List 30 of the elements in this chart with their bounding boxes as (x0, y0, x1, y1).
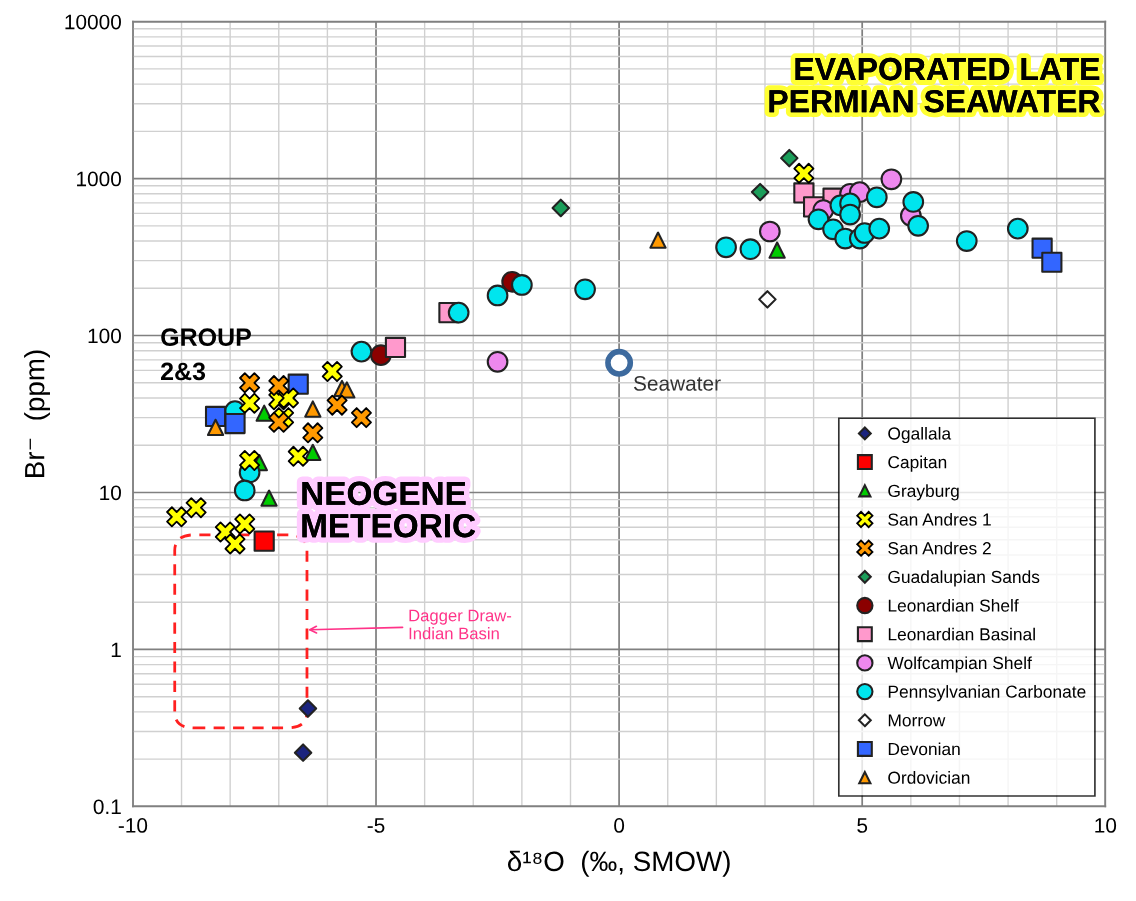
legend-label: Pennsylvanian Carbonate (888, 685, 1086, 702)
x-tick-label: -5 (367, 818, 385, 833)
legend-label: Leonardian Shelf (888, 599, 1019, 612)
x-axis-title: δ¹⁸O (‰, SMOW) (507, 850, 730, 877)
x-tick-label: -10 (118, 818, 148, 833)
annotation: EVAPORATED LATE PERMIAN SEAWATER (769, 57, 1100, 113)
y-tick-label: 1 (111, 642, 121, 657)
x-tick-label: 5 (857, 818, 868, 833)
annotation: Seawater (633, 376, 721, 391)
legend-label: Devonian (888, 742, 960, 756)
x-tick-label: 0 (614, 818, 625, 833)
annotation: GROUP 2&3 (161, 328, 251, 381)
legend-label: Ogallala (888, 426, 952, 444)
legend-label: San Andres 2 (888, 541, 991, 555)
y-tick-label: 0.1 (93, 799, 121, 815)
legend-label: Leonardian Basinal (888, 627, 1035, 641)
y-axis-title: Br⁻ (ppm) (24, 350, 50, 477)
legend-label: Ordovician (888, 771, 970, 784)
legend-label: San Andres 1 (888, 512, 991, 526)
x-tick-label: 10 (1095, 818, 1117, 833)
y-tick-label: 10 (100, 485, 121, 501)
legend-label: Guadalupian Sands (888, 570, 1040, 587)
legend-label: Capitan (888, 455, 947, 472)
y-tick-label: 10000 (65, 14, 121, 30)
y-tick-label: 1000 (77, 171, 121, 187)
legend-label: Grayburg (888, 484, 959, 501)
legend-label: Wolfcampian Shelf (887, 656, 1032, 673)
y-tick-label: 100 (88, 328, 121, 344)
legend-label: Morrow (888, 714, 946, 727)
annotation: Dagger Draw- Indian Basin (409, 609, 512, 640)
